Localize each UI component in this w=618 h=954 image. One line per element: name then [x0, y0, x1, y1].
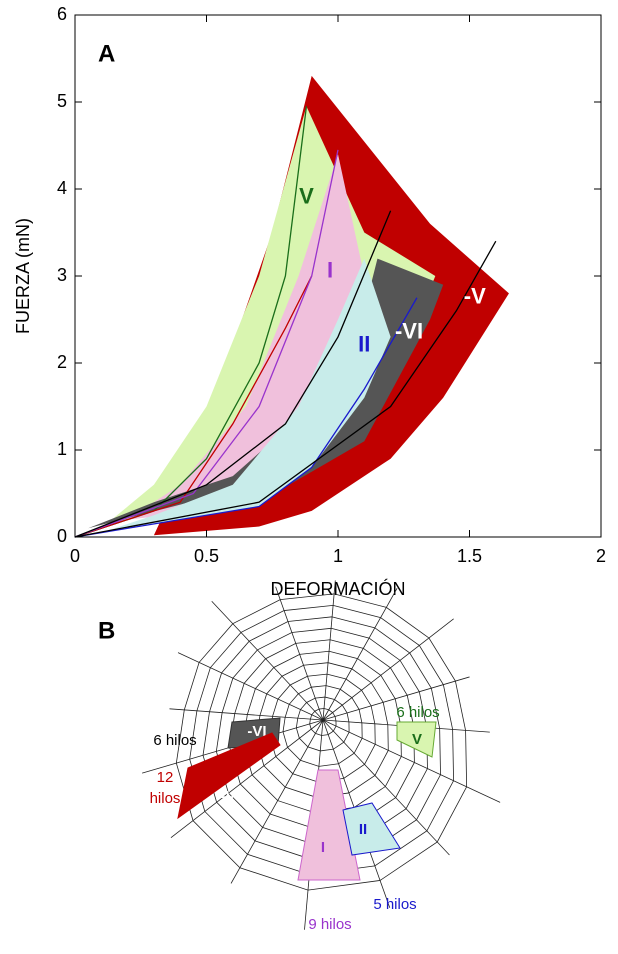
web-label: 6 hilos [396, 704, 439, 721]
panel-label: A [98, 40, 115, 67]
y-axis-label: FUERZA (mN) [13, 218, 33, 334]
web-ring [295, 696, 350, 752]
curve [74, 297, 418, 538]
y-tick-label: 1 [57, 439, 67, 459]
web-radial [230, 719, 324, 884]
web-label: 12 [157, 769, 174, 786]
web-region [396, 721, 437, 758]
web-region [297, 769, 361, 881]
web-radial [322, 588, 398, 721]
web-radial [322, 618, 454, 721]
web-radial [177, 652, 324, 721]
x-tick-label: 1 [333, 546, 343, 566]
y-tick-label: 5 [57, 91, 67, 111]
region-label: I [327, 257, 333, 282]
x-tick-label: 0 [70, 546, 80, 566]
x-tick-label: 0.5 [194, 546, 219, 566]
y-tick-label: 4 [57, 178, 67, 198]
web-label: 6 hilos [153, 732, 196, 749]
web-region-label: II [359, 821, 367, 838]
x-axis-label: DEFORMACIÓN [271, 578, 406, 599]
web-region-label: -VI [247, 723, 266, 740]
region-label: -V [464, 284, 486, 309]
curve [74, 149, 339, 538]
region-label: -VI [395, 318, 423, 343]
web-ring [175, 593, 468, 891]
region [101, 106, 436, 529]
region-label: II [358, 331, 370, 356]
web-radial [170, 719, 324, 839]
web-label: 5 hilos [373, 896, 416, 913]
curve [74, 210, 392, 538]
web-ring [282, 685, 363, 767]
web-region-label: I [321, 839, 325, 856]
y-tick-label: 0 [57, 526, 67, 546]
region-label: V [299, 184, 314, 209]
web-radial [322, 719, 501, 803]
curve [74, 240, 497, 538]
y-tick-label: 2 [57, 352, 67, 372]
web-radial [322, 580, 336, 721]
web-label: 9 hilos [308, 916, 351, 933]
web-region [177, 732, 281, 820]
web-label: hilos [150, 790, 181, 807]
web-region-label: -V [221, 788, 236, 805]
web-radial [322, 719, 450, 856]
y-tick-label: 3 [57, 265, 67, 285]
x-tick-label: 1.5 [457, 546, 482, 566]
web-region-label: V [412, 731, 422, 748]
web-region [342, 802, 401, 856]
region [101, 258, 391, 533]
web-ring [309, 708, 337, 736]
curve [74, 275, 313, 538]
web-radial [275, 586, 324, 721]
x-tick-label: 2 [596, 546, 606, 566]
y-tick-label: 6 [57, 4, 67, 24]
panel-label: B [98, 617, 115, 644]
web-radial [211, 600, 324, 721]
